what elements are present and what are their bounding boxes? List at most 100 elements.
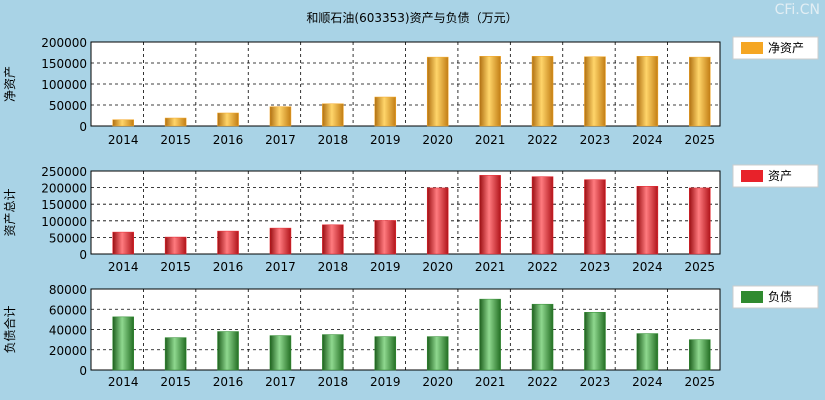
x-tick-label: 2024 <box>632 133 663 147</box>
legend-label: 净资产 <box>768 41 804 55</box>
y-axis-label: 资产总计 <box>3 188 17 236</box>
y-tick-label: 20000 <box>49 344 87 358</box>
y-tick-label: 100000 <box>41 78 87 92</box>
bar-2018 <box>322 334 344 371</box>
x-tick-label: 2018 <box>318 260 349 274</box>
chart-panel-1: 0 50000 100000 150000 200000 2014 2015 2016 2017… <box>3 36 819 147</box>
chart-title: 和顺石油(603353)资产与负债（万元） <box>306 11 517 25</box>
bar-2016 <box>217 230 239 255</box>
bar-2025 <box>689 187 711 255</box>
x-tick-label: 2023 <box>580 133 611 147</box>
y-tick-label: 50000 <box>49 99 87 113</box>
bar-2014 <box>112 119 134 127</box>
legend-swatch <box>741 291 763 303</box>
x-tick-label: 2023 <box>580 375 611 389</box>
bar-2024 <box>636 333 659 371</box>
bar-2024 <box>636 186 659 255</box>
x-tick-label: 2014 <box>108 260 139 274</box>
y-tick-label: 150000 <box>41 57 87 71</box>
bar-2020 <box>426 56 449 127</box>
x-tick-label: 2022 <box>527 133 558 147</box>
bar-2020 <box>426 336 449 371</box>
bar-2022 <box>531 303 554 371</box>
x-tick-label: 2017 <box>265 133 296 147</box>
bar-2015 <box>164 117 187 127</box>
x-tick-label: 2018 <box>318 133 349 147</box>
bar-2017 <box>269 335 292 371</box>
bar-2022 <box>531 56 554 127</box>
legend-label: 负债 <box>768 290 792 304</box>
legend-swatch <box>741 170 763 182</box>
y-tick-label: 0 <box>79 364 87 378</box>
x-tick-label: 2025 <box>685 375 716 389</box>
y-tick-label: 50000 <box>49 231 87 245</box>
x-tick-label: 2015 <box>160 375 191 389</box>
x-tick-label: 2015 <box>160 260 191 274</box>
bar-2018 <box>322 224 344 255</box>
x-tick-label: 2019 <box>370 375 401 389</box>
brand-watermark: CFi.CN <box>775 2 820 18</box>
bar-2025 <box>689 339 711 371</box>
x-tick-label: 2020 <box>422 375 453 389</box>
x-tick-label: 2024 <box>632 260 663 274</box>
bar-2014 <box>112 316 134 371</box>
x-tick-label: 2015 <box>160 133 191 147</box>
x-tick-label: 2020 <box>422 260 453 274</box>
legend: 负债 <box>732 285 819 309</box>
x-tick-label: 2019 <box>370 260 401 274</box>
chart-panel-3: 0 20000 40000 60000 80000 2014 2015 2016 2017 201… <box>2 283 819 389</box>
bar-2015 <box>164 337 187 371</box>
x-tick-label: 2023 <box>580 260 611 274</box>
legend-swatch <box>741 42 763 54</box>
y-tick-label: 60000 <box>49 303 87 317</box>
chart-panel-2: 0 50000 100000 150000 200000 250000 2014 2015 20… <box>3 164 819 274</box>
bar-2019 <box>374 96 397 127</box>
x-tick-label: 2017 <box>265 260 296 274</box>
x-tick-label: 2018 <box>318 375 349 389</box>
y-tick-label: 150000 <box>41 198 87 212</box>
bar-2019 <box>374 336 397 371</box>
y-tick-label: 40000 <box>49 324 87 338</box>
bar-2016 <box>217 112 239 127</box>
bar-2020 <box>426 187 449 255</box>
y-tick-label: 0 <box>79 248 87 262</box>
x-tick-label: 2021 <box>475 375 506 389</box>
bar-2016 <box>217 331 239 371</box>
x-tick-label: 2016 <box>213 260 244 274</box>
bar-2021 <box>479 175 501 255</box>
x-tick-label: 2016 <box>213 375 244 389</box>
bar-2019 <box>374 220 397 255</box>
x-tick-label: 2020 <box>422 133 453 147</box>
x-tick-label: 2021 <box>475 133 506 147</box>
x-tick-label: 2021 <box>475 260 506 274</box>
legend: 净资产 <box>732 36 819 60</box>
bar-2023 <box>584 179 606 255</box>
y-tick-label: 200000 <box>41 182 87 196</box>
x-tick-label: 2014 <box>108 133 139 147</box>
x-tick-label: 2017 <box>265 375 296 389</box>
y-tick-label: 200000 <box>41 36 87 50</box>
x-tick-label: 2025 <box>685 260 716 274</box>
x-tick-label: 2022 <box>527 375 558 389</box>
x-tick-label: 2025 <box>685 133 716 147</box>
bar-2021 <box>479 298 501 371</box>
bar-2025 <box>689 56 711 127</box>
legend-label: 资产 <box>768 169 792 183</box>
y-tick-label: 80000 <box>49 283 87 297</box>
y-axis-label: 净资产 <box>3 66 17 102</box>
x-tick-label: 2016 <box>213 133 244 147</box>
y-axis-label: 负债合计 <box>2 305 17 353</box>
x-tick-label: 2019 <box>370 133 401 147</box>
bar-2017 <box>269 106 292 127</box>
bar-2021 <box>479 56 501 127</box>
bar-2017 <box>269 227 292 255</box>
x-tick-label: 2024 <box>632 375 663 389</box>
bar-2022 <box>531 176 554 255</box>
bar-2018 <box>322 103 344 127</box>
bar-2023 <box>584 56 606 127</box>
y-tick-label: 100000 <box>41 215 87 229</box>
x-tick-label: 2014 <box>108 375 139 389</box>
bar-2014 <box>112 231 134 255</box>
